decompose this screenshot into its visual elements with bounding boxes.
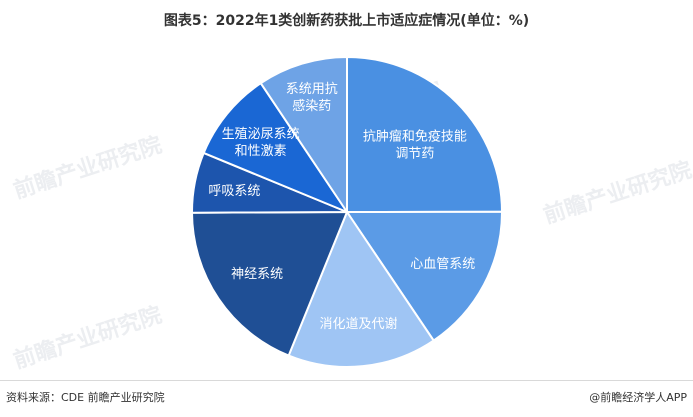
pie-slice — [287, 209, 436, 368]
credit-note: @前瞻经济学人APP — [589, 391, 687, 404]
slice-label: 系统用抗 — [286, 82, 338, 97]
slice-label: 消化道及代谢 — [319, 316, 397, 332]
pie-slice — [345, 210, 504, 342]
slice-label: 抗肿瘤和免疫技能 — [363, 129, 467, 145]
slice-label: 和性激素 — [235, 144, 287, 159]
footer: 资料来源：CDE 前瞻产业研究院 @前瞻经济学人APP — [0, 380, 693, 417]
slice-label: 生殖泌尿系统 — [222, 126, 300, 142]
slice-label: 感染药 — [292, 98, 331, 114]
source-note: 资料来源：CDE 前瞻产业研究院 — [6, 391, 165, 404]
pie-slice — [346, 55, 504, 214]
pie-slice — [259, 55, 348, 216]
slice-label: 调节药 — [395, 147, 434, 162]
chart-title: 图表5：2022年1类创新药获批上市适应症情况(单位：%) — [163, 13, 530, 29]
slice-label: 神经系统 — [231, 267, 283, 282]
pie-slice — [202, 81, 350, 215]
slice-label: 心血管系统 — [410, 257, 475, 272]
pie-slice — [190, 210, 349, 357]
slice-label: 呼吸系统 — [208, 184, 260, 199]
